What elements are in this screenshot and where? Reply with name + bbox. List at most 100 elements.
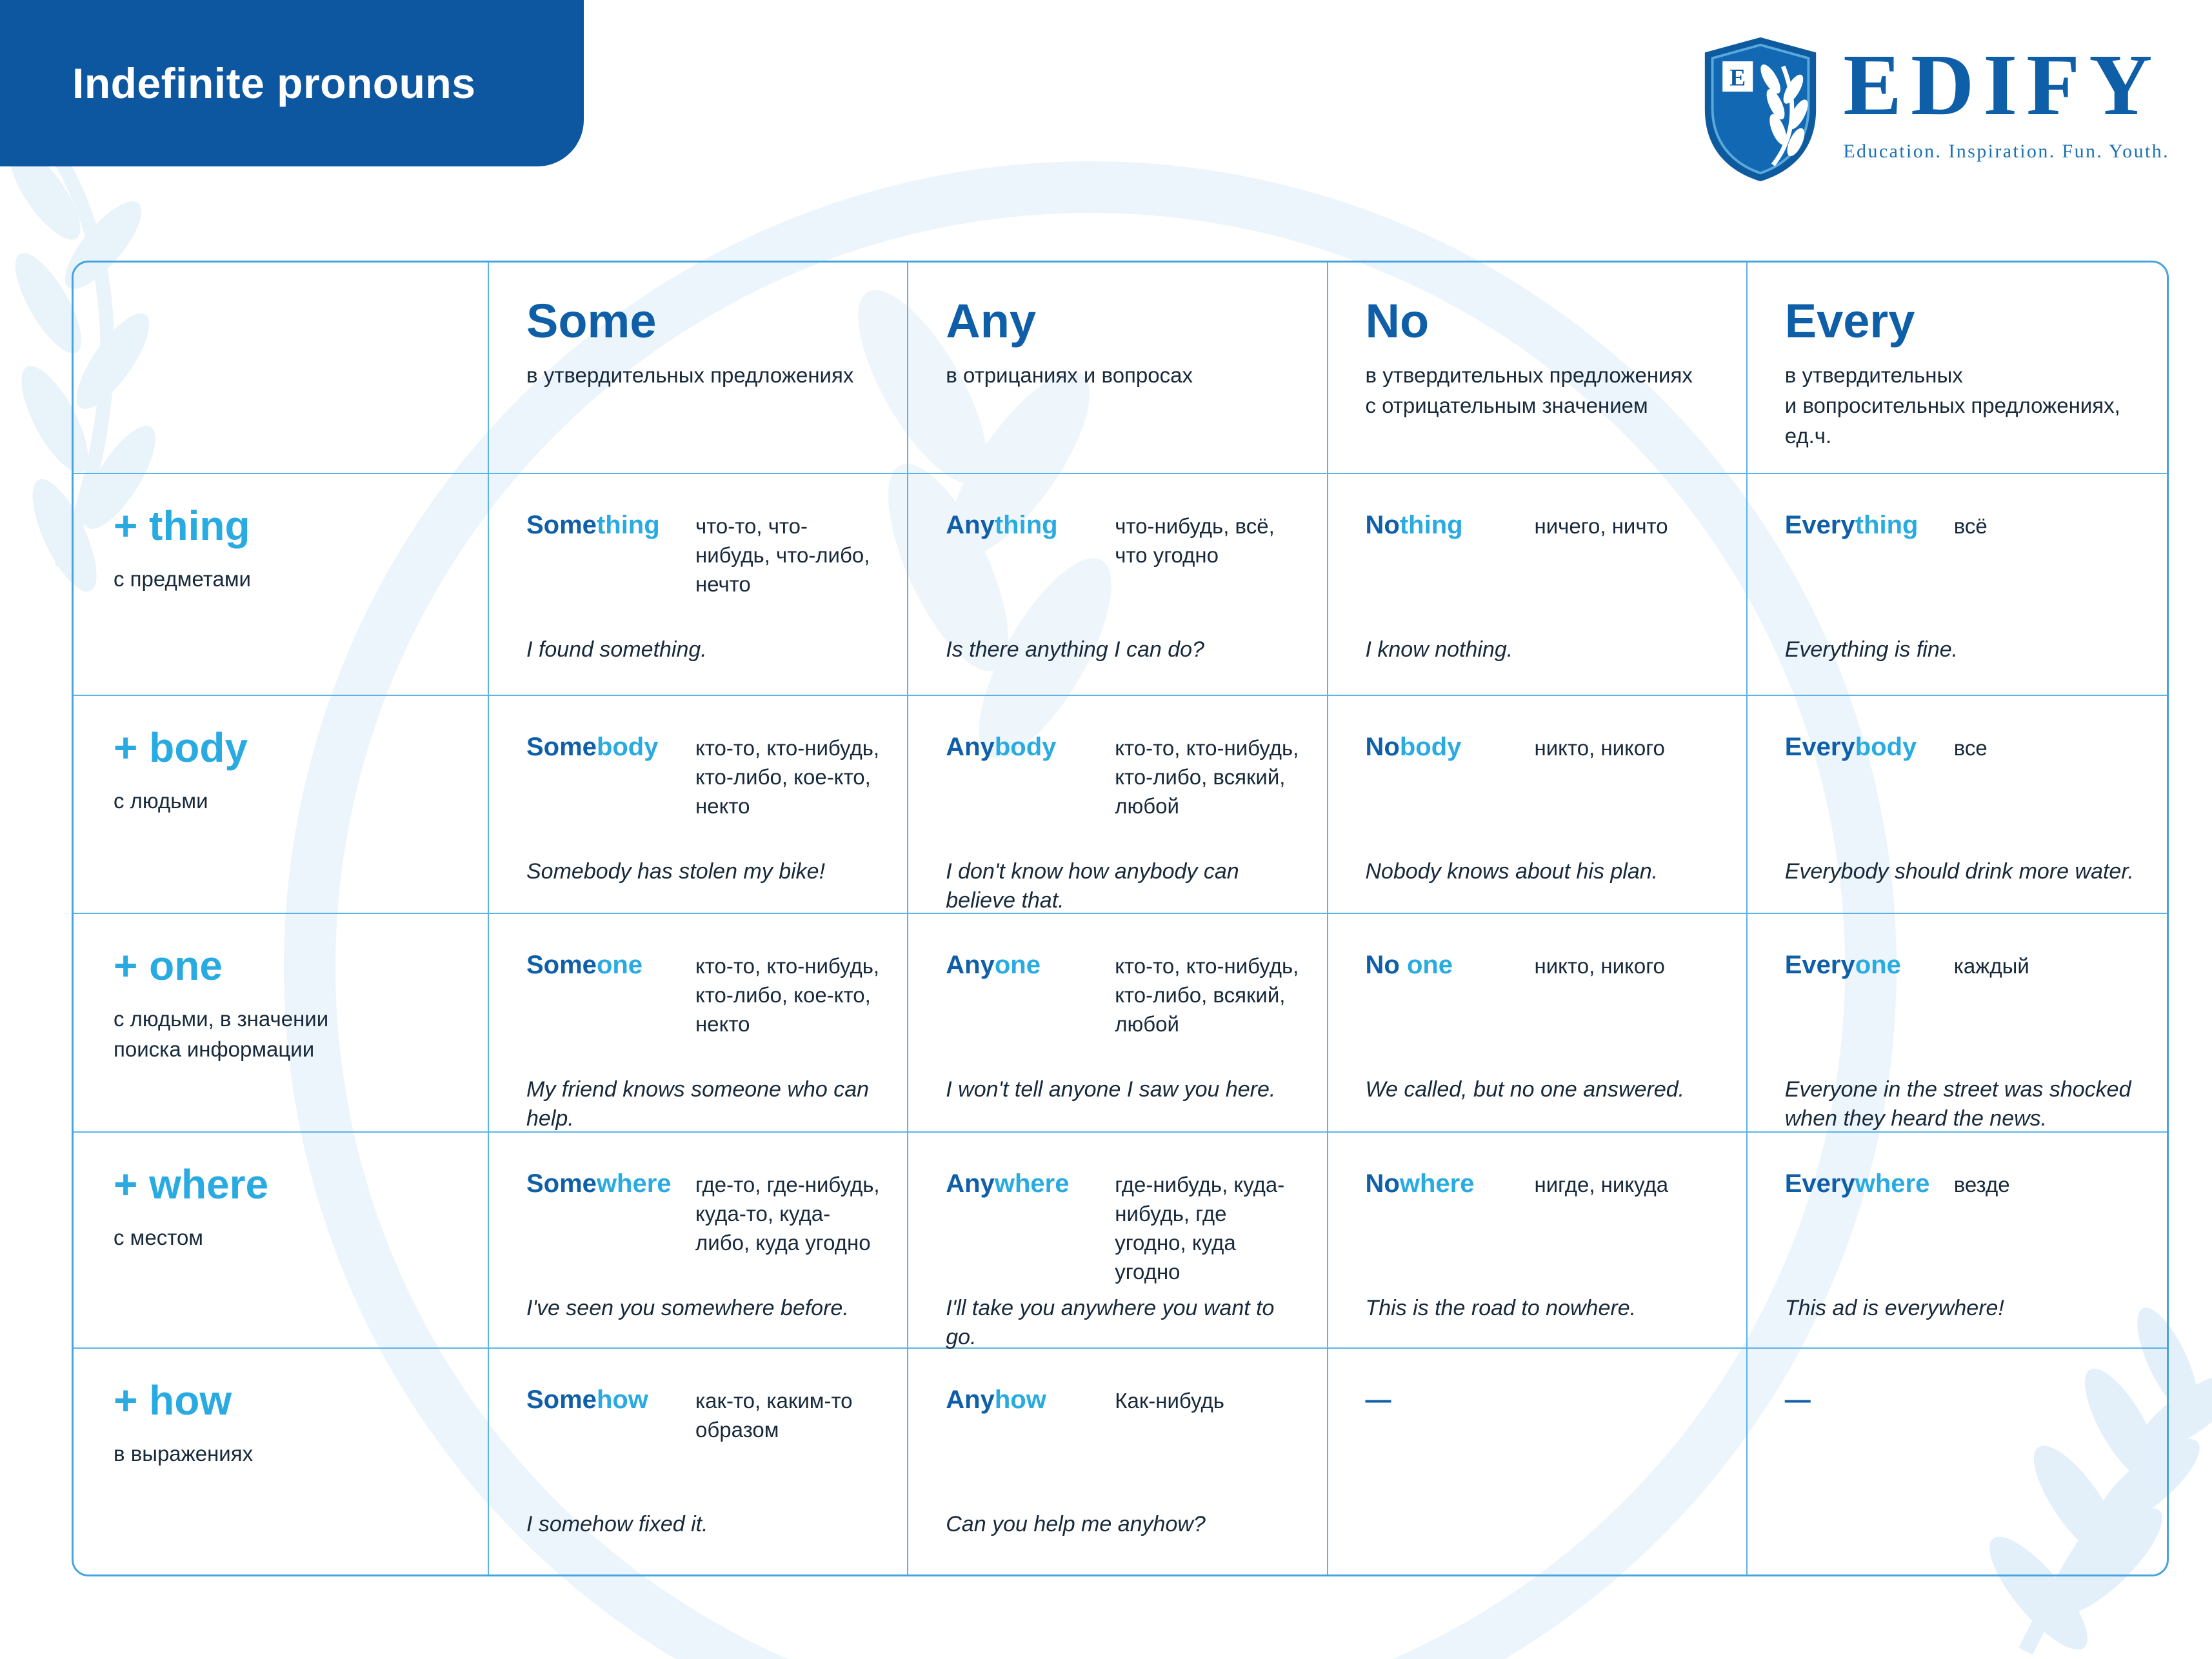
word-row: Someone кто-то, кто-нибудь, кто-либо, ко… <box>526 950 881 1075</box>
example-sentence: I know nothing. <box>1365 637 1513 662</box>
column-header-every: Every в утвердительных и вопросительных … <box>1747 263 2167 474</box>
laurel-watermark-bottom-right <box>1989 1307 2212 1655</box>
column-title: Some <box>526 294 657 348</box>
example-sentence: I don't know how anybody can believe tha… <box>946 859 1239 913</box>
example-sentence: Everybody should drink more water. <box>1784 859 2134 884</box>
pronoun-translation: кто-то, кто-нибудь, кто-либо, всякий, лю… <box>1115 736 1299 818</box>
word-row: Somewhere где-то, где-нибудь, куда-то, к… <box>526 1169 881 1294</box>
pronoun-word: Everywhere <box>1785 1169 1954 1198</box>
pronoun-prefix: Some <box>526 951 597 979</box>
column-title: Any <box>946 294 1037 348</box>
shield-letter: E <box>1730 65 1746 91</box>
edify-tagline: Education. Inspiration. Fun. Youth. <box>1843 141 2169 162</box>
pronoun-word: Something <box>526 510 695 540</box>
column-header-some: Some в утвердительных предложениях <box>489 263 909 474</box>
pronoun-translation: кто-то, кто-нибудь, кто-либо, кое-кто, н… <box>695 736 880 818</box>
pronoun-suffix: thing <box>994 511 1058 539</box>
pronoun-prefix: Some <box>526 511 597 539</box>
pronoun-word: No one <box>1366 950 1535 980</box>
example-sentence: Nobody knows about his plan. <box>1365 859 1659 884</box>
example-sentence: Everyone in the street was shocked when … <box>1784 1077 2131 1131</box>
word-row: Somebody кто-то, кто-нибудь, кто-либо, к… <box>526 732 881 857</box>
pronoun-suffix: thing <box>1399 511 1463 539</box>
row-subtitle: с людьми <box>114 789 208 813</box>
cell-somewhere: Somewhere где-то, где-нибудь, куда-то, к… <box>489 1133 909 1349</box>
pronoun-translation: где-нибудь, куда-нибудь, где угодно, куд… <box>1115 1173 1285 1284</box>
row-title: + where <box>114 1161 269 1207</box>
pronoun-suffix: where <box>596 1169 672 1198</box>
row-title: + thing <box>114 502 250 549</box>
cell-something: Something что-то, что-нибудь, что-либо, … <box>489 474 909 696</box>
row-subtitle: с местом <box>114 1226 203 1249</box>
pronoun-prefix: Some <box>526 1386 597 1414</box>
laurel-leaves <box>1760 64 1808 157</box>
example-sentence: This ad is everywhere! <box>1784 1296 2004 1320</box>
cell-no-how-empty: — <box>1328 1349 1748 1575</box>
row-title: + one <box>114 942 223 989</box>
pronoun-prefix: No <box>1365 511 1400 539</box>
column-subtitle: в отрицаниях и вопросах <box>946 363 1193 387</box>
word-row: Everybody все <box>1785 732 2141 857</box>
example-sentence: I found something. <box>526 637 707 662</box>
pronoun-suffix: body <box>596 733 659 761</box>
column-subtitle: в утвердительных предложениях <box>526 363 854 387</box>
word-row: Everything всё <box>1785 510 2141 635</box>
pronoun-word: Everybody <box>1785 732 1954 762</box>
example-sentence: We called, but no one answered. <box>1365 1077 1685 1102</box>
cell-anything: Anything что-нибудь, всё, что угодно Is … <box>908 474 1328 696</box>
word-row: Anybody кто-то, кто-нибудь, кто-либо, вс… <box>946 732 1300 857</box>
pronoun-suffix: how <box>596 1386 648 1414</box>
cell-everybody: Everybody все Everybody should drink mor… <box>1747 696 2167 914</box>
pronoun-translation: кто-то, кто-нибудь, кто-либо, всякий, лю… <box>1115 954 1299 1036</box>
corner-cell <box>74 263 489 474</box>
row-subtitle: с людьми, в значении поиска информации <box>114 1007 329 1061</box>
word-row: Nobody никто, никого <box>1366 732 1720 857</box>
edify-shield-icon: E <box>1705 37 1817 182</box>
pronoun-prefix: Every <box>1784 1169 1855 1198</box>
laurel-watermark-left <box>10 147 155 592</box>
pronoun-translation: где-то, где-нибудь, куда-то, куда-либо, … <box>695 1173 880 1255</box>
row-header-how: + how в выражениях <box>74 1349 489 1575</box>
pronoun-suffix: one <box>1855 951 1901 979</box>
pronoun-suffix: body <box>994 733 1057 761</box>
shield-letter-box <box>1722 61 1753 92</box>
pronoun-prefix: Any <box>946 951 995 979</box>
pronoun-prefix: Some <box>526 733 597 761</box>
cell-nowhere: Nowhere нигде, никуда This is the road t… <box>1328 1133 1748 1349</box>
column-header-no: No в утвердительных предложениях с отриц… <box>1328 263 1748 474</box>
example-sentence: My friend knows someone who can help. <box>526 1077 870 1131</box>
pronoun-prefix: Any <box>946 1386 995 1414</box>
column-subtitle: в утвердительных предложениях с отрицате… <box>1365 363 1693 417</box>
column-header-any: Any в отрицаниях и вопросах <box>908 263 1328 474</box>
pronoun-word: Somehow <box>526 1385 695 1415</box>
edify-logo: E EDIFY Education. Inspiration. Fun. You… <box>1697 34 2169 185</box>
pronoun-word: Somewhere <box>526 1169 695 1198</box>
pronoun-suffix: one <box>1406 951 1453 979</box>
pronoun-translation: кто-то, кто-нибудь, кто-либо, кое-кто, н… <box>695 954 880 1036</box>
cell-anywhere: Anywhere где-нибудь, куда-нибудь, где уг… <box>908 1133 1328 1349</box>
pronoun-suffix: where <box>1399 1169 1475 1198</box>
edify-logo-text: EDIFY Education. Inspiration. Fun. Youth… <box>1843 34 2169 185</box>
pronoun-word: Anywhere <box>946 1169 1115 1198</box>
pronoun-translation: каждый <box>1953 954 2029 978</box>
pronoun-prefix: Every <box>1784 733 1855 761</box>
cell-nothing: Nothing ничего, ничто I know nothing. <box>1328 474 1748 696</box>
pronoun-translation: всё <box>1953 514 1988 538</box>
pronoun-suffix: one <box>994 951 1041 979</box>
pronoun-prefix: Every <box>1784 951 1855 979</box>
word-row: — <box>1366 1385 1720 1510</box>
pronoun-prefix: Every <box>1784 511 1855 539</box>
cell-everything: Everything всё Everything is fine. <box>1747 474 2167 696</box>
dash-glyph: — <box>1784 1386 1811 1414</box>
pronoun-suffix: one <box>596 951 643 979</box>
pronoun-prefix: No <box>1365 951 1407 979</box>
pronoun-suffix: where <box>1855 1169 1930 1198</box>
pronoun-word: Nothing <box>1366 510 1535 540</box>
pronoun-suffix: where <box>994 1169 1070 1198</box>
pronoun-translation: Как-нибудь <box>1115 1389 1224 1413</box>
column-title: Every <box>1784 294 1915 348</box>
pronoun-suffix: body <box>1399 733 1462 761</box>
pronoun-translation: как-то, каким-то образом <box>695 1389 853 1442</box>
row-title: + how <box>114 1377 232 1424</box>
